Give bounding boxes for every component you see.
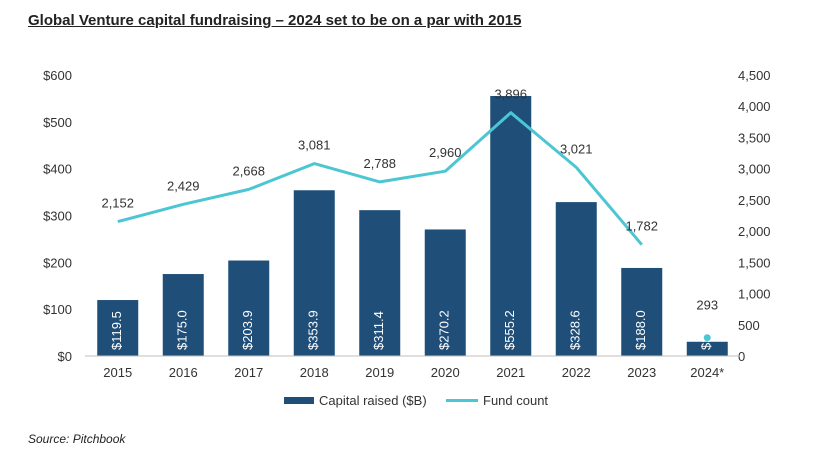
fund-count-label: 2,788: [363, 156, 396, 171]
bar-value-label: $203.9: [240, 310, 255, 350]
fund-count-label: 2,152: [101, 196, 134, 211]
x-tick-label: 2020: [431, 365, 460, 380]
y-left-tick-label: $400: [43, 162, 72, 177]
fund-count-label: 3,021: [560, 141, 593, 156]
legend: Capital raised ($B) Fund count: [284, 393, 548, 408]
bar-value-label: $188.0: [633, 310, 648, 350]
fund-count-label: 2,668: [232, 163, 265, 178]
bar: [97, 300, 139, 356]
legend-swatch-bar: [284, 397, 314, 404]
x-tick-label: 2022: [562, 365, 591, 380]
bar-value-label: $353.9: [306, 310, 321, 350]
bar-value-label: $328.6: [568, 310, 583, 350]
y-right-tick-label: 1,000: [738, 287, 771, 302]
y-left-tick-label: $100: [43, 302, 72, 317]
chart-title: Global Venture capital fundraising – 202…: [28, 12, 522, 29]
x-tick-label: 2023: [627, 365, 656, 380]
y-right-tick-label: 3,500: [738, 130, 771, 145]
bar: [555, 202, 597, 356]
y-right-tick-label: 4,000: [738, 99, 771, 114]
legend-label: Fund count: [483, 393, 548, 408]
y-right-tick-label: 3,000: [738, 162, 771, 177]
fund-count-label: 293: [696, 298, 718, 313]
y-left-tick-label: $300: [43, 209, 72, 224]
bar-series: $119.5 $175.0 $203.9 $353.9 $311.4 $270.2 $555…: [97, 95, 728, 357]
x-tick-label: 2015: [103, 365, 132, 380]
fund-count-label: 2,429: [167, 178, 200, 193]
x-tick-label: 2016: [169, 365, 198, 380]
bar-value-label: $555.2: [502, 310, 517, 350]
x-tick-label: 2018: [300, 365, 329, 380]
legend-label: Capital raised ($B): [319, 393, 427, 408]
y-left-tick-label: $0: [58, 349, 72, 364]
y-left-tick-label: $500: [43, 115, 72, 130]
fund-count-label: 3,896: [494, 87, 527, 102]
x-tick-label: 2017: [234, 365, 263, 380]
bar: [424, 229, 466, 356]
y-right-tick-label: 0: [738, 349, 745, 364]
bar-value-label: $119.5: [109, 311, 124, 350]
x-axis: 2015 2016 2017 2018 2019 2020 2021 2022 2023 2024…: [85, 355, 740, 380]
fund-count-label: 2,960: [429, 145, 462, 160]
bar-value-label: $270.2: [437, 310, 452, 350]
x-tick-label: 2021: [496, 365, 525, 380]
fund-count-label: 1,782: [625, 219, 658, 234]
bar-value-label: $175.0: [175, 310, 190, 350]
y-right-tick-label: 4,500: [738, 68, 771, 83]
fund-count-label: 3,081: [298, 138, 331, 153]
y-left-tick-label: $600: [43, 68, 72, 83]
bar: [228, 260, 270, 356]
bar: [359, 210, 401, 356]
bar: [162, 274, 204, 356]
bar-value-label: $30.4: [699, 317, 714, 350]
bar: [490, 95, 532, 357]
y-right-tick-label: 500: [738, 318, 760, 333]
y-right-tick-label: 1,500: [738, 255, 771, 270]
bar: [686, 341, 728, 356]
x-tick-label: 2019: [365, 365, 394, 380]
y-right-tick-label: 2,500: [738, 193, 771, 208]
source-note: Source: Pitchbook: [28, 432, 126, 446]
x-tick-label: 2024*: [690, 365, 724, 380]
bar-value-label: $311.4: [371, 311, 386, 350]
fund-count-point: [703, 334, 711, 342]
bar: [293, 190, 335, 356]
y-left-tick-label: $200: [43, 255, 72, 270]
y-right-tick-label: 2,000: [738, 224, 771, 239]
bar: [621, 267, 663, 356]
fund-count-line: [117, 111, 643, 246]
left-axis: $0 $100 $200 $300 $400 $500 $600: [43, 68, 72, 364]
line-series: 2,152 2,429 2,668 3,081 2,788 2,960 3,896 3,021…: [101, 87, 718, 342]
right-axis: 0 500 1,000 1,500 2,000 2,500 3,000 3,500 4,000 4…: [738, 68, 771, 364]
